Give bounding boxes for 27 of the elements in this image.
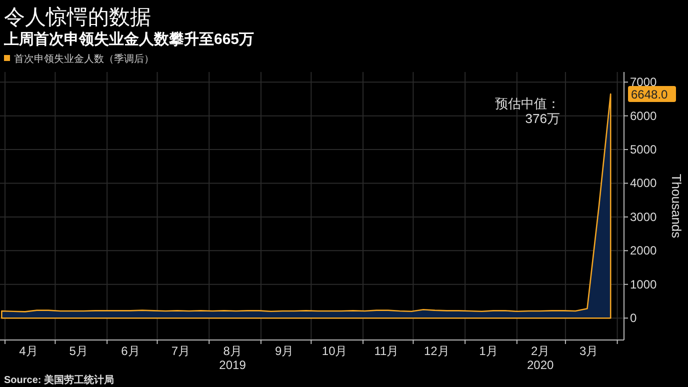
x-tick-label: 8月 2019 bbox=[219, 344, 246, 372]
chart-subtitle: 上周首次申领失业金人数攀升至665万 bbox=[3, 31, 254, 48]
y-tick-label: 7000 bbox=[630, 75, 658, 90]
x-tick-label: 4月 bbox=[19, 344, 38, 358]
chart-title: 令人惊愕的数据 bbox=[4, 6, 151, 29]
x-tick-label: 12月 bbox=[424, 344, 450, 358]
source-note: Source: 美国劳工统计局 bbox=[4, 374, 114, 386]
annotation: 预估中值： 376万 bbox=[495, 96, 560, 126]
x-tick-label: 7月 bbox=[171, 344, 190, 358]
y-tick-label: 2000 bbox=[630, 244, 658, 258]
x-tick-label: 1月 bbox=[479, 344, 498, 358]
data-label: 6648.0 bbox=[631, 87, 668, 102]
x-tick-label: 3月 bbox=[580, 344, 598, 358]
legend: 首次申领失业金人数（季调后） bbox=[4, 54, 154, 65]
y-axis-title: Thousands bbox=[669, 174, 684, 239]
y-tick-label: 0 bbox=[630, 311, 637, 326]
y-tick-label: 4000 bbox=[630, 176, 658, 190]
x-tick-label: 9月 bbox=[275, 344, 294, 358]
x-tick-label: 11月 bbox=[374, 344, 399, 358]
y-tick-label: 3000 bbox=[630, 210, 658, 224]
x-tick-label: 10月 bbox=[322, 344, 348, 358]
y-tick-label: 5000 bbox=[630, 142, 658, 157]
x-tick-label: 6月 bbox=[121, 344, 140, 358]
x-tick-label: 5月 bbox=[69, 344, 88, 358]
y-tick-label: 6000 bbox=[630, 108, 658, 123]
y-tick-label: 1000 bbox=[630, 277, 658, 292]
x-tick-label: 2月 2020 bbox=[527, 344, 554, 372]
